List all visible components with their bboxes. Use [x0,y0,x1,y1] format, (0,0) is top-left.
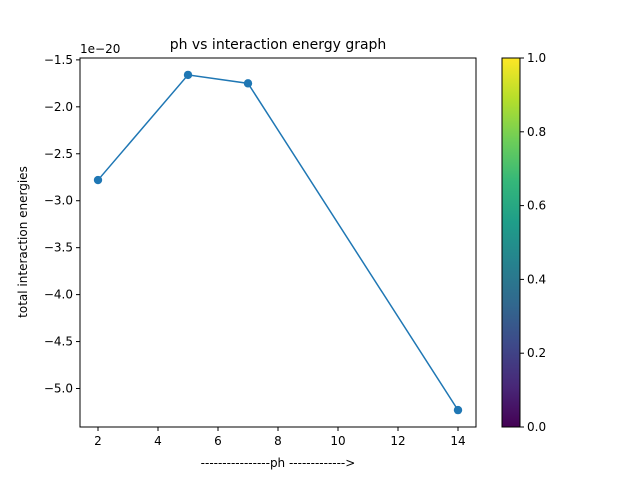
colorbar-tick-label: 0.8 [527,125,546,139]
y-axis-label: total interaction energies [16,166,30,318]
chart-title: ph vs interaction energy graph [170,37,387,53]
x-tick-label: 12 [390,434,405,448]
y-tick-label: −3.0 [44,194,73,208]
y-tick-label: −4.5 [44,335,73,349]
plot-lines [97,74,459,411]
y-tick-label: −5.0 [44,382,73,396]
data-point [183,70,193,80]
y-offset-text: 1e−20 [80,42,120,56]
series-line [97,74,459,411]
colorbar [502,58,520,427]
y-tick-label: −2.0 [44,100,73,114]
colorbar-tick-label: 1.0 [527,51,546,65]
y-tick-label: −3.5 [44,241,73,255]
y-tick-label: −1.5 [44,53,73,67]
plot-points [93,70,463,415]
colorbar-tick-label: 0.0 [527,420,546,434]
colorbar-ticks: 0.0 0.2 0.4 0.6 0.8 1.0 [520,51,546,434]
x-axis-label: ----------------ph -------------> [201,456,356,470]
data-point [453,405,463,415]
y-tick-label: −2.5 [44,147,73,161]
colorbar-frame [501,57,521,428]
data-point [93,175,103,185]
x-tick-label: 8 [274,434,282,448]
plot-frame [79,57,477,428]
y-tick-label: −4.0 [44,288,73,302]
colorbar-tick-label: 0.4 [527,272,546,286]
y-axis-ticks: −1.5 −2.0 −2.5 −3.0 −3.5 −4.0 −4.5 −5.0 [44,53,80,396]
x-tick-label: 6 [214,434,222,448]
x-tick-label: 14 [450,434,465,448]
colorbar-tick-label: 0.6 [527,199,546,213]
x-tick-label: 4 [154,434,162,448]
data-point [243,79,253,88]
x-tick-label: 2 [94,434,102,448]
x-axis-ticks: 2 4 6 8 10 12 14 [94,427,466,448]
x-tick-label: 10 [330,434,345,448]
colorbar-tick-label: 0.2 [527,346,546,360]
